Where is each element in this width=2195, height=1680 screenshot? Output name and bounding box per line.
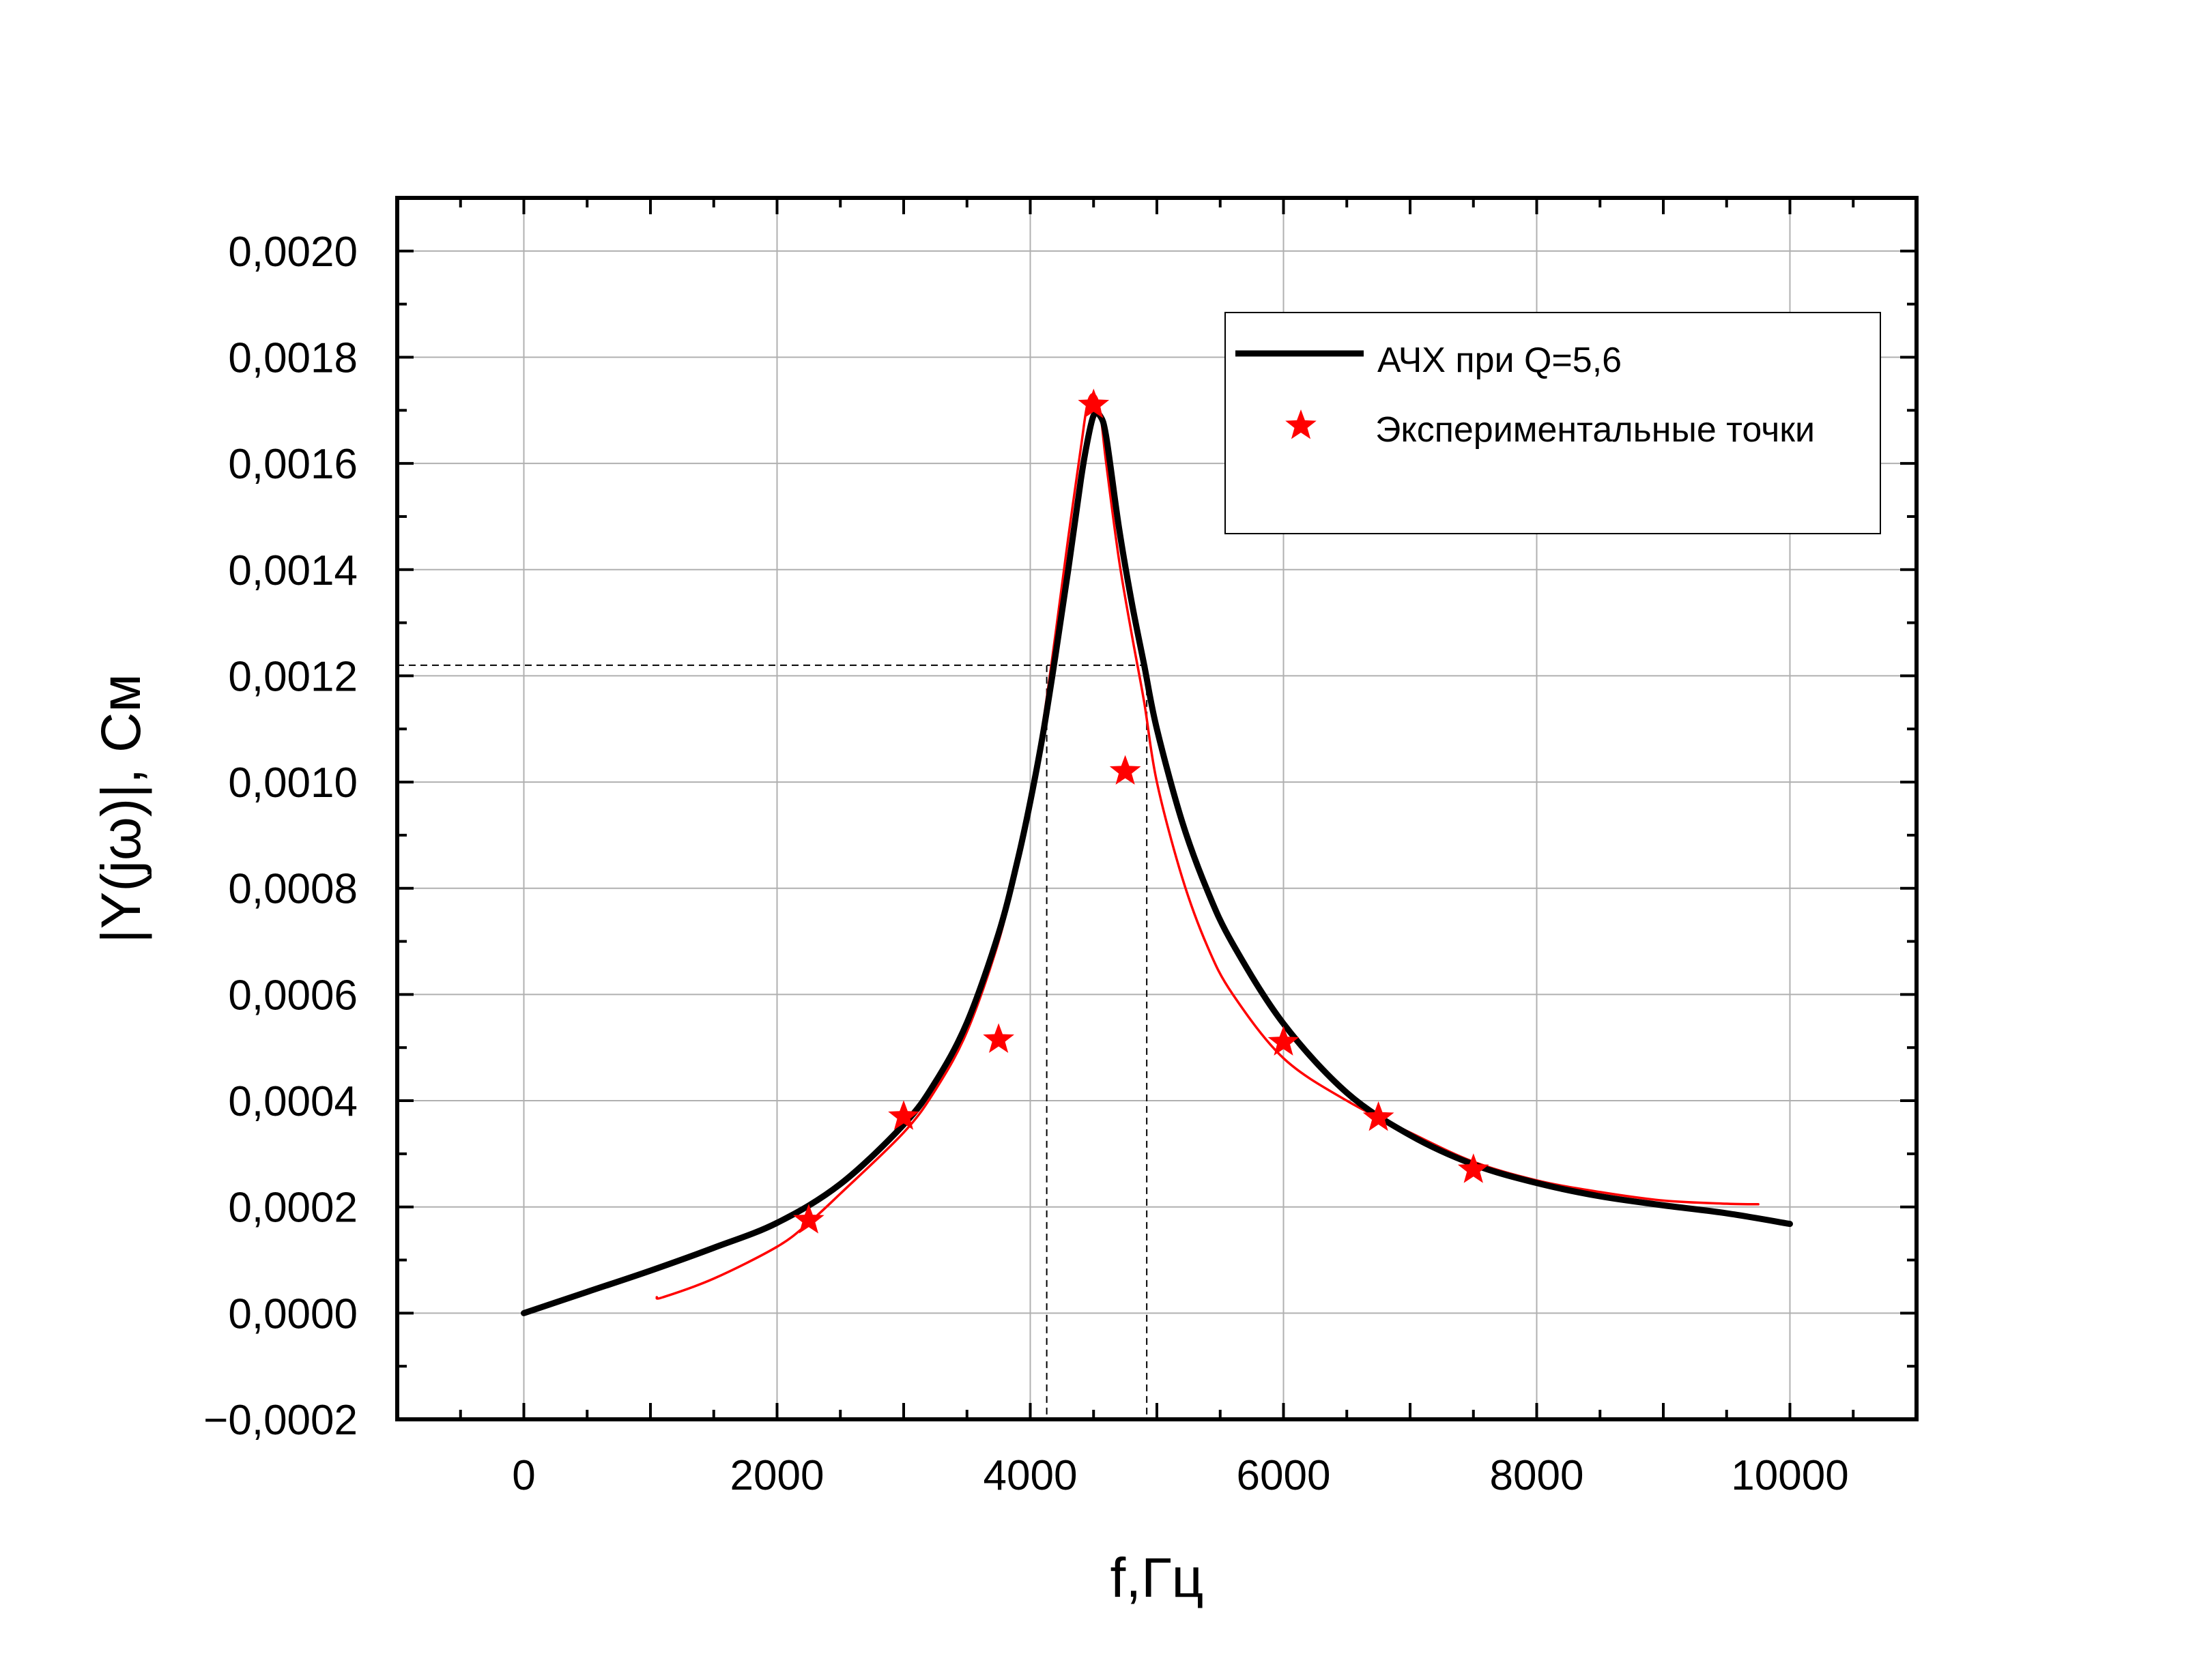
annotation-guides — [397, 664, 1148, 1419]
series-layer — [521, 388, 1793, 1316]
x-tick-label: 6000 — [1237, 1452, 1331, 1499]
y-tick-label: 0,0012 — [228, 653, 358, 700]
y-tick-label: 0,0002 — [228, 1185, 358, 1232]
legend-label-points: Экспериментальные точки — [1375, 410, 1815, 450]
legend: АЧХ при Q=5,6 Экспериментальные точки — [1224, 312, 1881, 534]
grid — [397, 198, 1917, 1420]
y-tick-label: 0,0018 — [228, 334, 358, 381]
legend-star-marker — [1285, 409, 1317, 439]
scatter-star-point — [983, 1023, 1014, 1053]
legend-label-line: АЧХ при Q=5,6 — [1377, 341, 1622, 380]
x-tick-label: 2000 — [730, 1452, 824, 1499]
scatter-star-point — [888, 1100, 919, 1130]
x-tick-label: 10000 — [1731, 1452, 1848, 1499]
y-tick-label: −0,0002 — [203, 1397, 358, 1444]
y-tick-label: 0,0010 — [228, 759, 358, 807]
x-tick-label: 0 — [512, 1452, 535, 1499]
scatter-star-point — [793, 1204, 824, 1234]
scatter-star-point — [1267, 1026, 1300, 1056]
y-axis-title: |Y(jω)|, См — [90, 674, 152, 943]
ticks — [396, 197, 1918, 1421]
y-tick-label: 0,0016 — [228, 441, 358, 488]
y-tick-label: 0,0014 — [228, 547, 358, 594]
tick-labels: 0 2000 4000 6000 8000 10000 −0,0002 0,0000 0,000… — [203, 229, 1849, 1499]
y-tick-label: 0,0000 — [228, 1290, 358, 1337]
y-tick-label: 0,0020 — [228, 229, 358, 276]
x-tick-label: 8000 — [1490, 1452, 1584, 1499]
scatter-star-point — [1078, 388, 1110, 418]
y-tick-label: 0,0006 — [228, 972, 358, 1019]
scatter-star-point — [1109, 755, 1141, 785]
scatter-star-point — [1457, 1153, 1489, 1183]
scatter-star-point — [1362, 1101, 1394, 1131]
y-tick-label: 0,0004 — [228, 1078, 358, 1125]
y-tick-label: 0,0008 — [228, 866, 358, 913]
legend-box — [1224, 312, 1881, 534]
x-tick-label: 4000 — [984, 1452, 1078, 1499]
x-axis-title: f,Гц — [1110, 1547, 1204, 1609]
